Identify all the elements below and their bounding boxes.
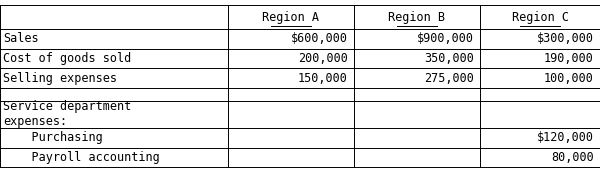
Text: 350,000: 350,000 [424, 52, 474, 65]
Text: Purchasing: Purchasing [3, 131, 103, 144]
Text: 100,000: 100,000 [544, 72, 594, 85]
Text: Region B: Region B [389, 11, 445, 24]
Text: Region A: Region A [263, 11, 320, 24]
Text: Service department
expenses:: Service department expenses: [3, 100, 131, 128]
Text: $120,000: $120,000 [537, 131, 594, 144]
Text: Sales: Sales [3, 32, 38, 45]
Text: Payroll accounting: Payroll accounting [3, 151, 160, 164]
Text: $300,000: $300,000 [537, 32, 594, 45]
Text: $600,000: $600,000 [291, 32, 348, 45]
Text: Region C: Region C [511, 11, 569, 24]
Text: 190,000: 190,000 [544, 52, 594, 65]
Text: 150,000: 150,000 [298, 72, 348, 85]
Text: 80,000: 80,000 [551, 151, 594, 164]
Text: Cost of goods sold: Cost of goods sold [3, 52, 131, 65]
Text: 275,000: 275,000 [424, 72, 474, 85]
Text: Selling expenses: Selling expenses [3, 72, 117, 85]
Text: 200,000: 200,000 [298, 52, 348, 65]
Text: $900,000: $900,000 [417, 32, 474, 45]
